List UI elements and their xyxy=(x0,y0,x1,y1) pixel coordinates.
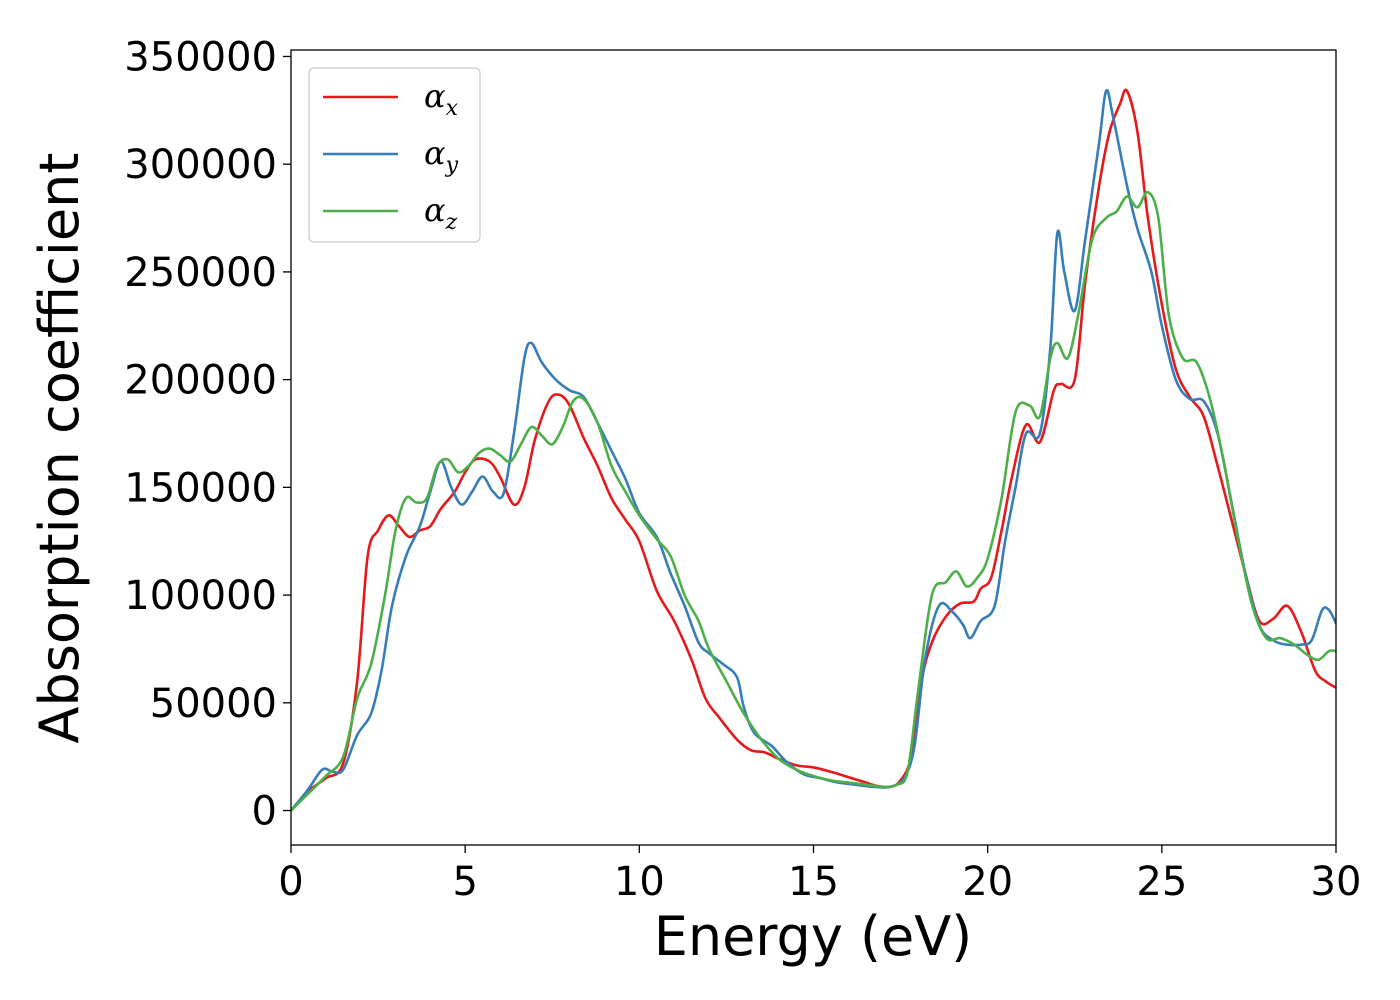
legend-label-y: αy xyxy=(424,134,459,178)
x-tick-label: 0 xyxy=(278,859,303,905)
x-axis-ticks: 0 5 10 15 20 25 30 xyxy=(278,845,1361,905)
x-tick-label: 15 xyxy=(788,859,839,905)
y-axis-title: Absorption coefficient xyxy=(28,153,91,744)
y-tick-label: 0 xyxy=(252,789,277,835)
x-tick-label: 30 xyxy=(1311,859,1362,905)
series-layer xyxy=(291,88,1336,812)
series-line-x xyxy=(291,88,1336,812)
y-tick-label: 200000 xyxy=(124,358,277,404)
series-line-z xyxy=(291,190,1336,812)
legend-label-x: αx xyxy=(424,77,459,121)
legend-label-z: αz xyxy=(424,191,458,235)
y-axis-ticks: 0 50000 100000 150000 200000 250000 300000 3500… xyxy=(124,34,291,835)
x-tick-label: 5 xyxy=(452,859,477,905)
x-tick-label: 25 xyxy=(1136,859,1187,905)
y-tick-label: 100000 xyxy=(124,573,277,619)
x-tick-label: 10 xyxy=(614,859,665,905)
y-tick-label: 250000 xyxy=(124,250,277,296)
y-tick-label: 150000 xyxy=(124,465,277,511)
legend: αx αy αz xyxy=(308,67,481,243)
y-tick-label: 300000 xyxy=(124,142,277,188)
y-tick-label: 350000 xyxy=(124,34,277,80)
y-tick-label: 50000 xyxy=(150,681,277,727)
x-axis-title: Energy (eV) xyxy=(654,905,973,968)
x-tick-label: 20 xyxy=(962,859,1013,905)
